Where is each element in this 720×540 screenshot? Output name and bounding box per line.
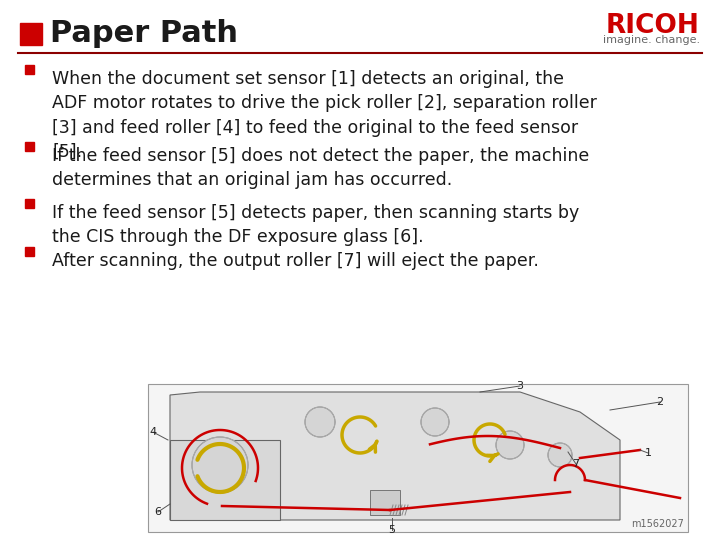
Circle shape [496,431,524,459]
Bar [25,65,34,74]
Text: imagine. change.: imagine. change. [603,35,700,45]
Text: 5: 5 [389,525,395,535]
Text: Paper Path: Paper Path [50,19,238,49]
Text: RICOH: RICOH [606,13,700,39]
Text: 1: 1 [644,448,652,458]
Text: 6: 6 [155,507,161,517]
Polygon shape [170,440,280,520]
Bar [20,23,42,45]
Polygon shape [170,392,620,520]
Text: After scanning, the output roller [7] will eject the paper.: After scanning, the output roller [7] wi… [52,252,539,270]
Bar [25,142,34,151]
Bar [148,384,688,532]
Bar [25,199,34,208]
Text: When the document set sensor [1] detects an original, the
ADF motor rotates to d: When the document set sensor [1] detects… [52,70,597,161]
Text: 3: 3 [516,381,523,391]
Text: If the feed sensor [5] detects paper, then scanning starts by
the CIS through th: If the feed sensor [5] detects paper, th… [52,204,580,246]
Text: If the feed sensor [5] does not detect the paper, the machine
determines that an: If the feed sensor [5] does not detect t… [52,147,589,190]
Bar [25,247,34,256]
Text: 4: 4 [150,427,156,437]
Circle shape [548,443,572,467]
Bar [370,490,400,515]
Text: m1562027: m1562027 [631,519,684,529]
Circle shape [421,408,449,436]
Circle shape [305,407,335,437]
Circle shape [192,437,248,493]
Text: 2: 2 [657,397,664,407]
Text: 7: 7 [572,459,580,469]
